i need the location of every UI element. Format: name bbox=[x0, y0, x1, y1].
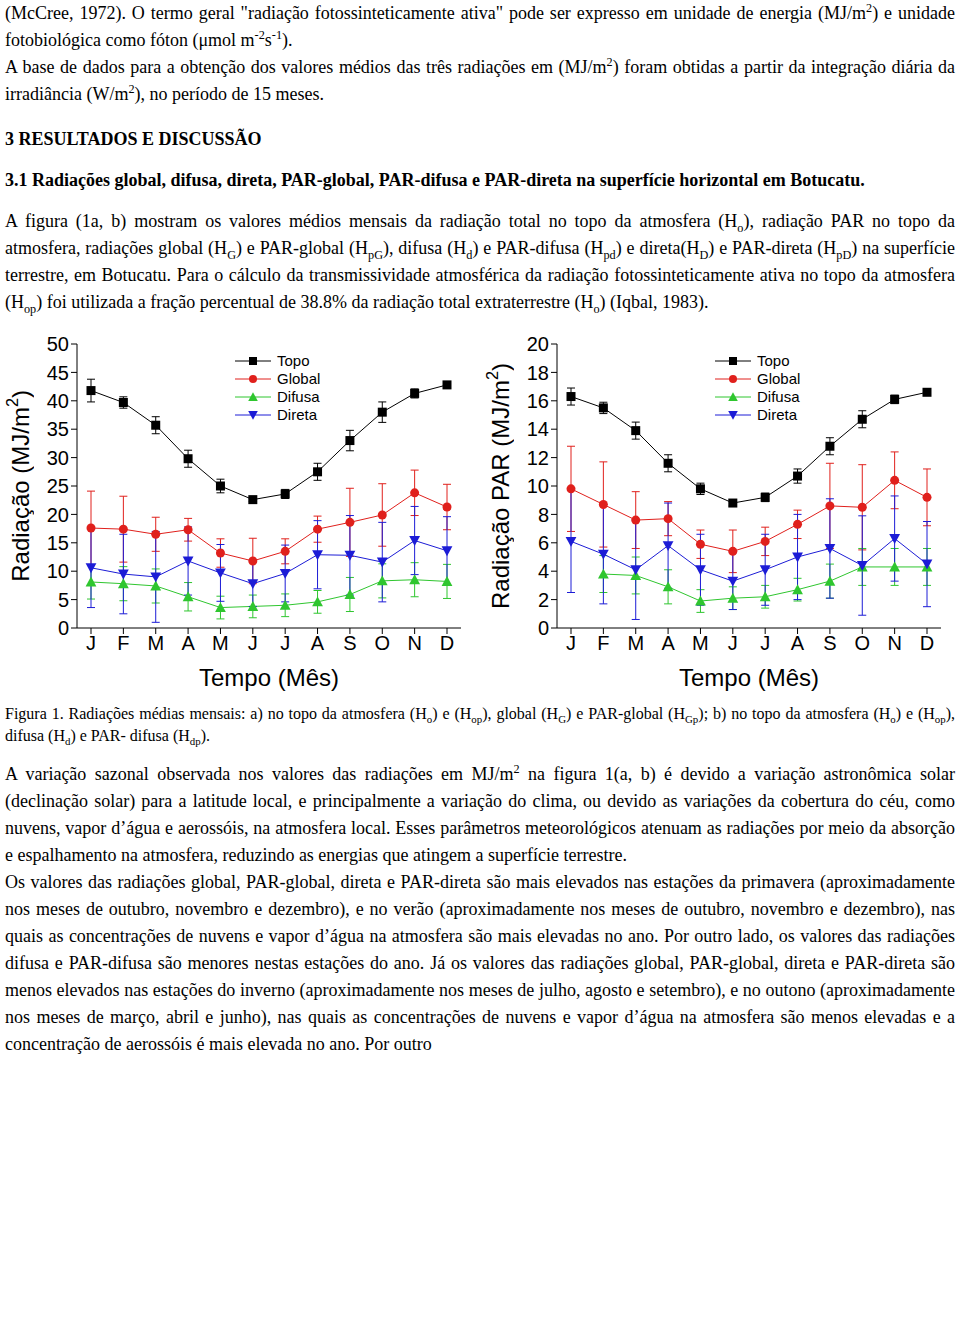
svg-text:20: 20 bbox=[527, 333, 549, 355]
svg-text:J: J bbox=[86, 632, 96, 654]
svg-text:N: N bbox=[407, 632, 421, 654]
svg-text:6: 6 bbox=[538, 532, 549, 554]
svg-text:35: 35 bbox=[47, 418, 69, 440]
svg-text:F: F bbox=[117, 632, 129, 654]
html-text:Os valores das radiações globa: Os valores das radiações global, PAR-glo… bbox=[5, 872, 955, 1054]
svg-text:A: A bbox=[311, 632, 325, 654]
svg-text:M: M bbox=[212, 632, 229, 654]
svg-text:A: A bbox=[791, 632, 805, 654]
svg-text:0: 0 bbox=[58, 617, 69, 639]
svg-text:N: N bbox=[887, 632, 901, 654]
html-text:Topo: Topo bbox=[277, 352, 310, 369]
svg-text:30: 30 bbox=[47, 447, 69, 469]
svg-text:J: J bbox=[728, 632, 738, 654]
svg-text:A: A bbox=[661, 632, 675, 654]
svg-text:A: A bbox=[181, 632, 195, 654]
html-text:Tempo (Mês): Tempo (Mês) bbox=[199, 664, 339, 691]
svg-text:10: 10 bbox=[527, 475, 549, 497]
svg-text:J: J bbox=[280, 632, 290, 654]
svg-text:4: 4 bbox=[538, 560, 549, 582]
html-text:A variação sazonal observada n: A variação sazonal observada nos valores… bbox=[5, 762, 955, 865]
svg-text:M: M bbox=[692, 632, 709, 654]
svg-text:S: S bbox=[343, 632, 356, 654]
svg-text:J: J bbox=[760, 632, 770, 654]
html-text:Difusa: Difusa bbox=[757, 388, 800, 405]
svg-text:O: O bbox=[854, 632, 870, 654]
svg-text:16: 16 bbox=[527, 390, 549, 412]
svg-text:18: 18 bbox=[527, 362, 549, 384]
html-text:2: 2 bbox=[2, 398, 21, 408]
svg-text:S: S bbox=[823, 632, 836, 654]
svg-text:20: 20 bbox=[47, 504, 69, 526]
svg-text:8: 8 bbox=[538, 504, 549, 526]
html-text:Radiação (MJ/m: Radiação (MJ/m bbox=[6, 407, 34, 582]
html-text:(McCree, 1972). O termo geral: (McCree, 1972). O termo geral "radiação … bbox=[5, 1, 955, 50]
svg-text:D: D bbox=[440, 632, 454, 654]
svg-text:14: 14 bbox=[527, 418, 549, 440]
svg-text:15: 15 bbox=[47, 532, 69, 554]
svg-text:F: F bbox=[597, 632, 609, 654]
html-text:Global: Global bbox=[277, 370, 321, 387]
svg-text:M: M bbox=[627, 632, 644, 654]
svg-text:50: 50 bbox=[47, 333, 69, 355]
svg-text:40: 40 bbox=[47, 390, 69, 412]
html-text:Topo: Topo bbox=[757, 352, 790, 369]
svg-text:2: 2 bbox=[538, 589, 549, 611]
html-text:3 RESULTADOS E DISCUSSÃO: 3 RESULTADOS E DISCUSSÃO bbox=[5, 129, 262, 149]
svg-text:12: 12 bbox=[527, 447, 549, 469]
html-text:A base de dados para a obtençã: A base de dados para a obtenção dos valo… bbox=[5, 55, 955, 104]
html-text:Figura 1. Radiações médias men: Figura 1. Radiações médias mensais: a) n… bbox=[5, 705, 955, 748]
svg-text:M: M bbox=[147, 632, 164, 654]
svg-text:5: 5 bbox=[58, 589, 69, 611]
html-text:Global: Global bbox=[757, 370, 801, 387]
html-text:Difusa: Difusa bbox=[277, 388, 320, 405]
html-text:A figura (1a, b) mostram os va: A figura (1a, b) mostram os valores médi… bbox=[5, 211, 955, 316]
svg-text:O: O bbox=[374, 632, 390, 654]
svg-text:D: D bbox=[920, 632, 934, 654]
html-text:Radiação PAR (MJ/m: Radiação PAR (MJ/m bbox=[486, 380, 514, 609]
html-text:3.1 Radiações global, difusa,: 3.1 Radiações global, difusa, direta, PA… bbox=[5, 170, 865, 190]
svg-text:10: 10 bbox=[47, 560, 69, 582]
html-text:Tempo (Mês): Tempo (Mês) bbox=[679, 664, 819, 691]
html-text:Direta: Direta bbox=[757, 406, 797, 423]
svg-text:25: 25 bbox=[47, 475, 69, 497]
svg-text:45: 45 bbox=[47, 362, 69, 384]
svg-text:J: J bbox=[566, 632, 576, 654]
html-text:Direta: Direta bbox=[277, 406, 317, 423]
svg-text:J: J bbox=[248, 632, 258, 654]
svg-text:0: 0 bbox=[538, 617, 549, 639]
html-text:2: 2 bbox=[482, 371, 501, 381]
